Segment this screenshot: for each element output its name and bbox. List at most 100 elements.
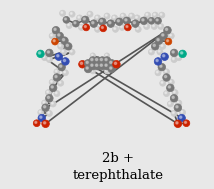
Circle shape [42,100,48,106]
Circle shape [156,19,158,21]
Circle shape [172,90,178,96]
Circle shape [51,86,53,88]
Circle shape [180,116,182,118]
Circle shape [52,102,53,104]
Circle shape [39,111,41,113]
Circle shape [105,64,107,66]
Circle shape [140,17,148,25]
Circle shape [180,109,186,115]
Circle shape [98,57,106,64]
Circle shape [47,96,50,98]
Circle shape [91,58,93,61]
Circle shape [49,33,55,39]
Circle shape [113,60,120,68]
Text: 2b +
terephthalate: 2b + terephthalate [73,152,164,182]
Circle shape [62,39,65,41]
Circle shape [168,79,174,85]
Circle shape [177,101,179,103]
Circle shape [145,12,151,18]
Circle shape [90,69,95,74]
Circle shape [61,12,63,13]
Circle shape [58,80,64,86]
Circle shape [157,39,159,41]
Circle shape [104,69,110,74]
Circle shape [105,58,107,61]
Circle shape [162,34,164,36]
Circle shape [160,13,162,15]
Circle shape [171,57,177,63]
Circle shape [79,60,86,68]
Circle shape [80,26,82,28]
Circle shape [58,63,65,71]
Circle shape [96,16,98,18]
Circle shape [42,120,49,128]
Circle shape [64,18,67,20]
Circle shape [165,70,167,72]
Circle shape [163,69,169,75]
Circle shape [78,16,80,18]
Circle shape [35,121,37,123]
Circle shape [86,67,88,69]
Circle shape [89,62,97,70]
Circle shape [165,28,168,30]
Circle shape [74,22,76,24]
Circle shape [62,50,64,52]
Circle shape [178,114,186,122]
Circle shape [124,24,131,31]
Circle shape [126,26,128,28]
Circle shape [170,81,171,82]
Circle shape [47,51,50,53]
Circle shape [174,120,182,128]
Circle shape [163,91,169,97]
Circle shape [172,112,174,114]
Circle shape [100,58,103,61]
Circle shape [61,37,68,44]
Circle shape [170,49,178,57]
Circle shape [148,17,155,24]
Circle shape [58,34,60,36]
Circle shape [84,60,92,67]
Circle shape [156,71,158,73]
Circle shape [153,25,155,27]
Circle shape [134,15,140,21]
Circle shape [153,13,155,15]
Circle shape [33,120,40,127]
Circle shape [43,122,46,124]
Circle shape [119,24,125,30]
Circle shape [83,24,90,31]
Circle shape [155,17,161,24]
Circle shape [62,70,68,76]
Circle shape [46,110,52,116]
Circle shape [100,64,103,66]
Circle shape [152,12,158,18]
Circle shape [181,111,183,113]
Circle shape [172,96,174,98]
Circle shape [116,18,123,26]
Circle shape [172,51,174,53]
Circle shape [181,52,183,54]
Circle shape [161,81,163,83]
Circle shape [79,24,85,30]
Circle shape [72,20,79,27]
Circle shape [158,63,166,71]
Circle shape [155,37,163,44]
Circle shape [101,26,103,29]
Circle shape [148,49,155,55]
Circle shape [55,92,57,94]
Circle shape [46,94,53,102]
Circle shape [59,81,61,83]
Circle shape [160,43,166,49]
Circle shape [105,14,107,16]
Circle shape [113,26,119,32]
Circle shape [177,56,179,58]
Circle shape [123,17,131,25]
Circle shape [54,69,60,75]
Circle shape [103,62,111,70]
Circle shape [168,33,174,39]
Circle shape [63,59,66,62]
Circle shape [117,20,119,22]
Circle shape [109,22,111,24]
Circle shape [176,106,178,108]
Circle shape [95,58,98,61]
Circle shape [40,116,42,118]
